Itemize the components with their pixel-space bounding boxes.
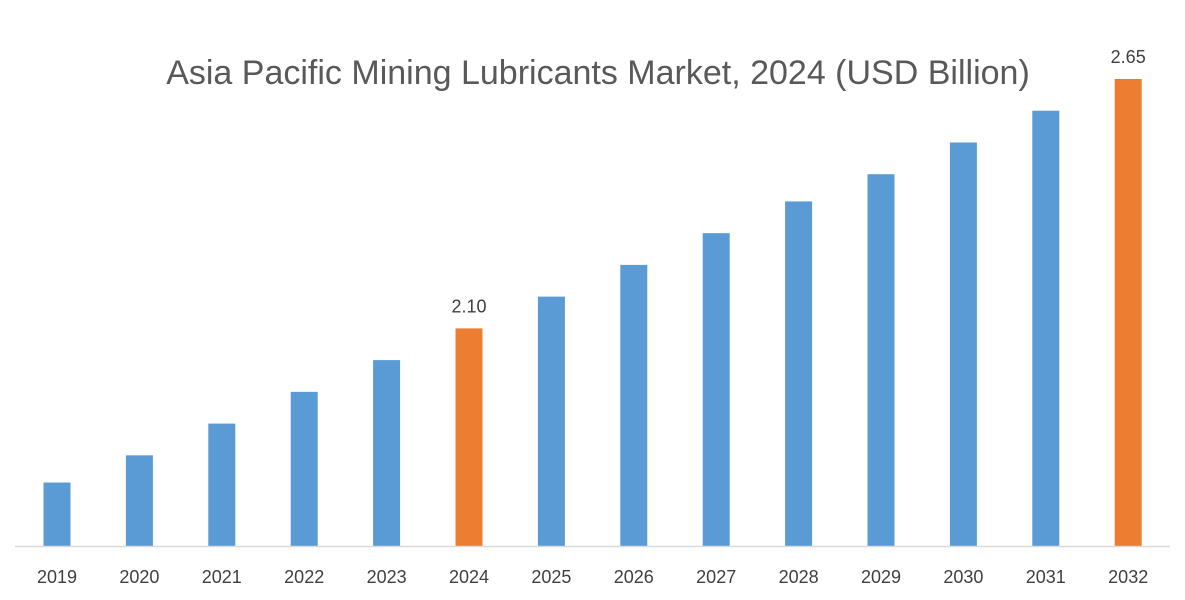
x-tick-label: 2027 bbox=[696, 567, 736, 587]
data-label-2024: 2.10 bbox=[451, 296, 486, 316]
x-tick-label: 2030 bbox=[943, 567, 983, 587]
bar-2024 bbox=[455, 328, 483, 546]
bar-2030 bbox=[949, 142, 977, 547]
bar-2032 bbox=[1114, 79, 1142, 546]
x-tick-label: 2026 bbox=[614, 567, 654, 587]
bar-2025 bbox=[537, 296, 565, 546]
bar-2027 bbox=[702, 233, 730, 546]
x-tick-label: 2019 bbox=[37, 567, 77, 587]
chart-title: Asia Pacific Mining Lubricants Market, 2… bbox=[166, 54, 1030, 92]
bar-2021 bbox=[208, 423, 236, 546]
bar-2026 bbox=[620, 264, 648, 546]
x-tick-label: 2021 bbox=[202, 567, 242, 587]
x-tick-label: 2028 bbox=[779, 567, 819, 587]
bar-2020 bbox=[125, 455, 153, 546]
x-tick-label: 2029 bbox=[861, 567, 901, 587]
x-tick-label: 2024 bbox=[449, 567, 489, 587]
bar-2019 bbox=[43, 482, 71, 546]
bar-2031 bbox=[1032, 110, 1060, 547]
x-tick-label: 2025 bbox=[531, 567, 571, 587]
x-tick-label: 2032 bbox=[1108, 567, 1148, 587]
bar-2028 bbox=[785, 201, 813, 546]
x-tick-label: 2022 bbox=[284, 567, 324, 587]
x-tick-label: 2020 bbox=[119, 567, 159, 587]
data-label-2032: 2.65 bbox=[1111, 47, 1146, 67]
x-tick-label: 2023 bbox=[367, 567, 407, 587]
bar-2022 bbox=[290, 391, 318, 546]
x-tick-label: 2031 bbox=[1026, 567, 1066, 587]
bar-2023 bbox=[373, 360, 401, 546]
bar-2029 bbox=[867, 174, 895, 546]
